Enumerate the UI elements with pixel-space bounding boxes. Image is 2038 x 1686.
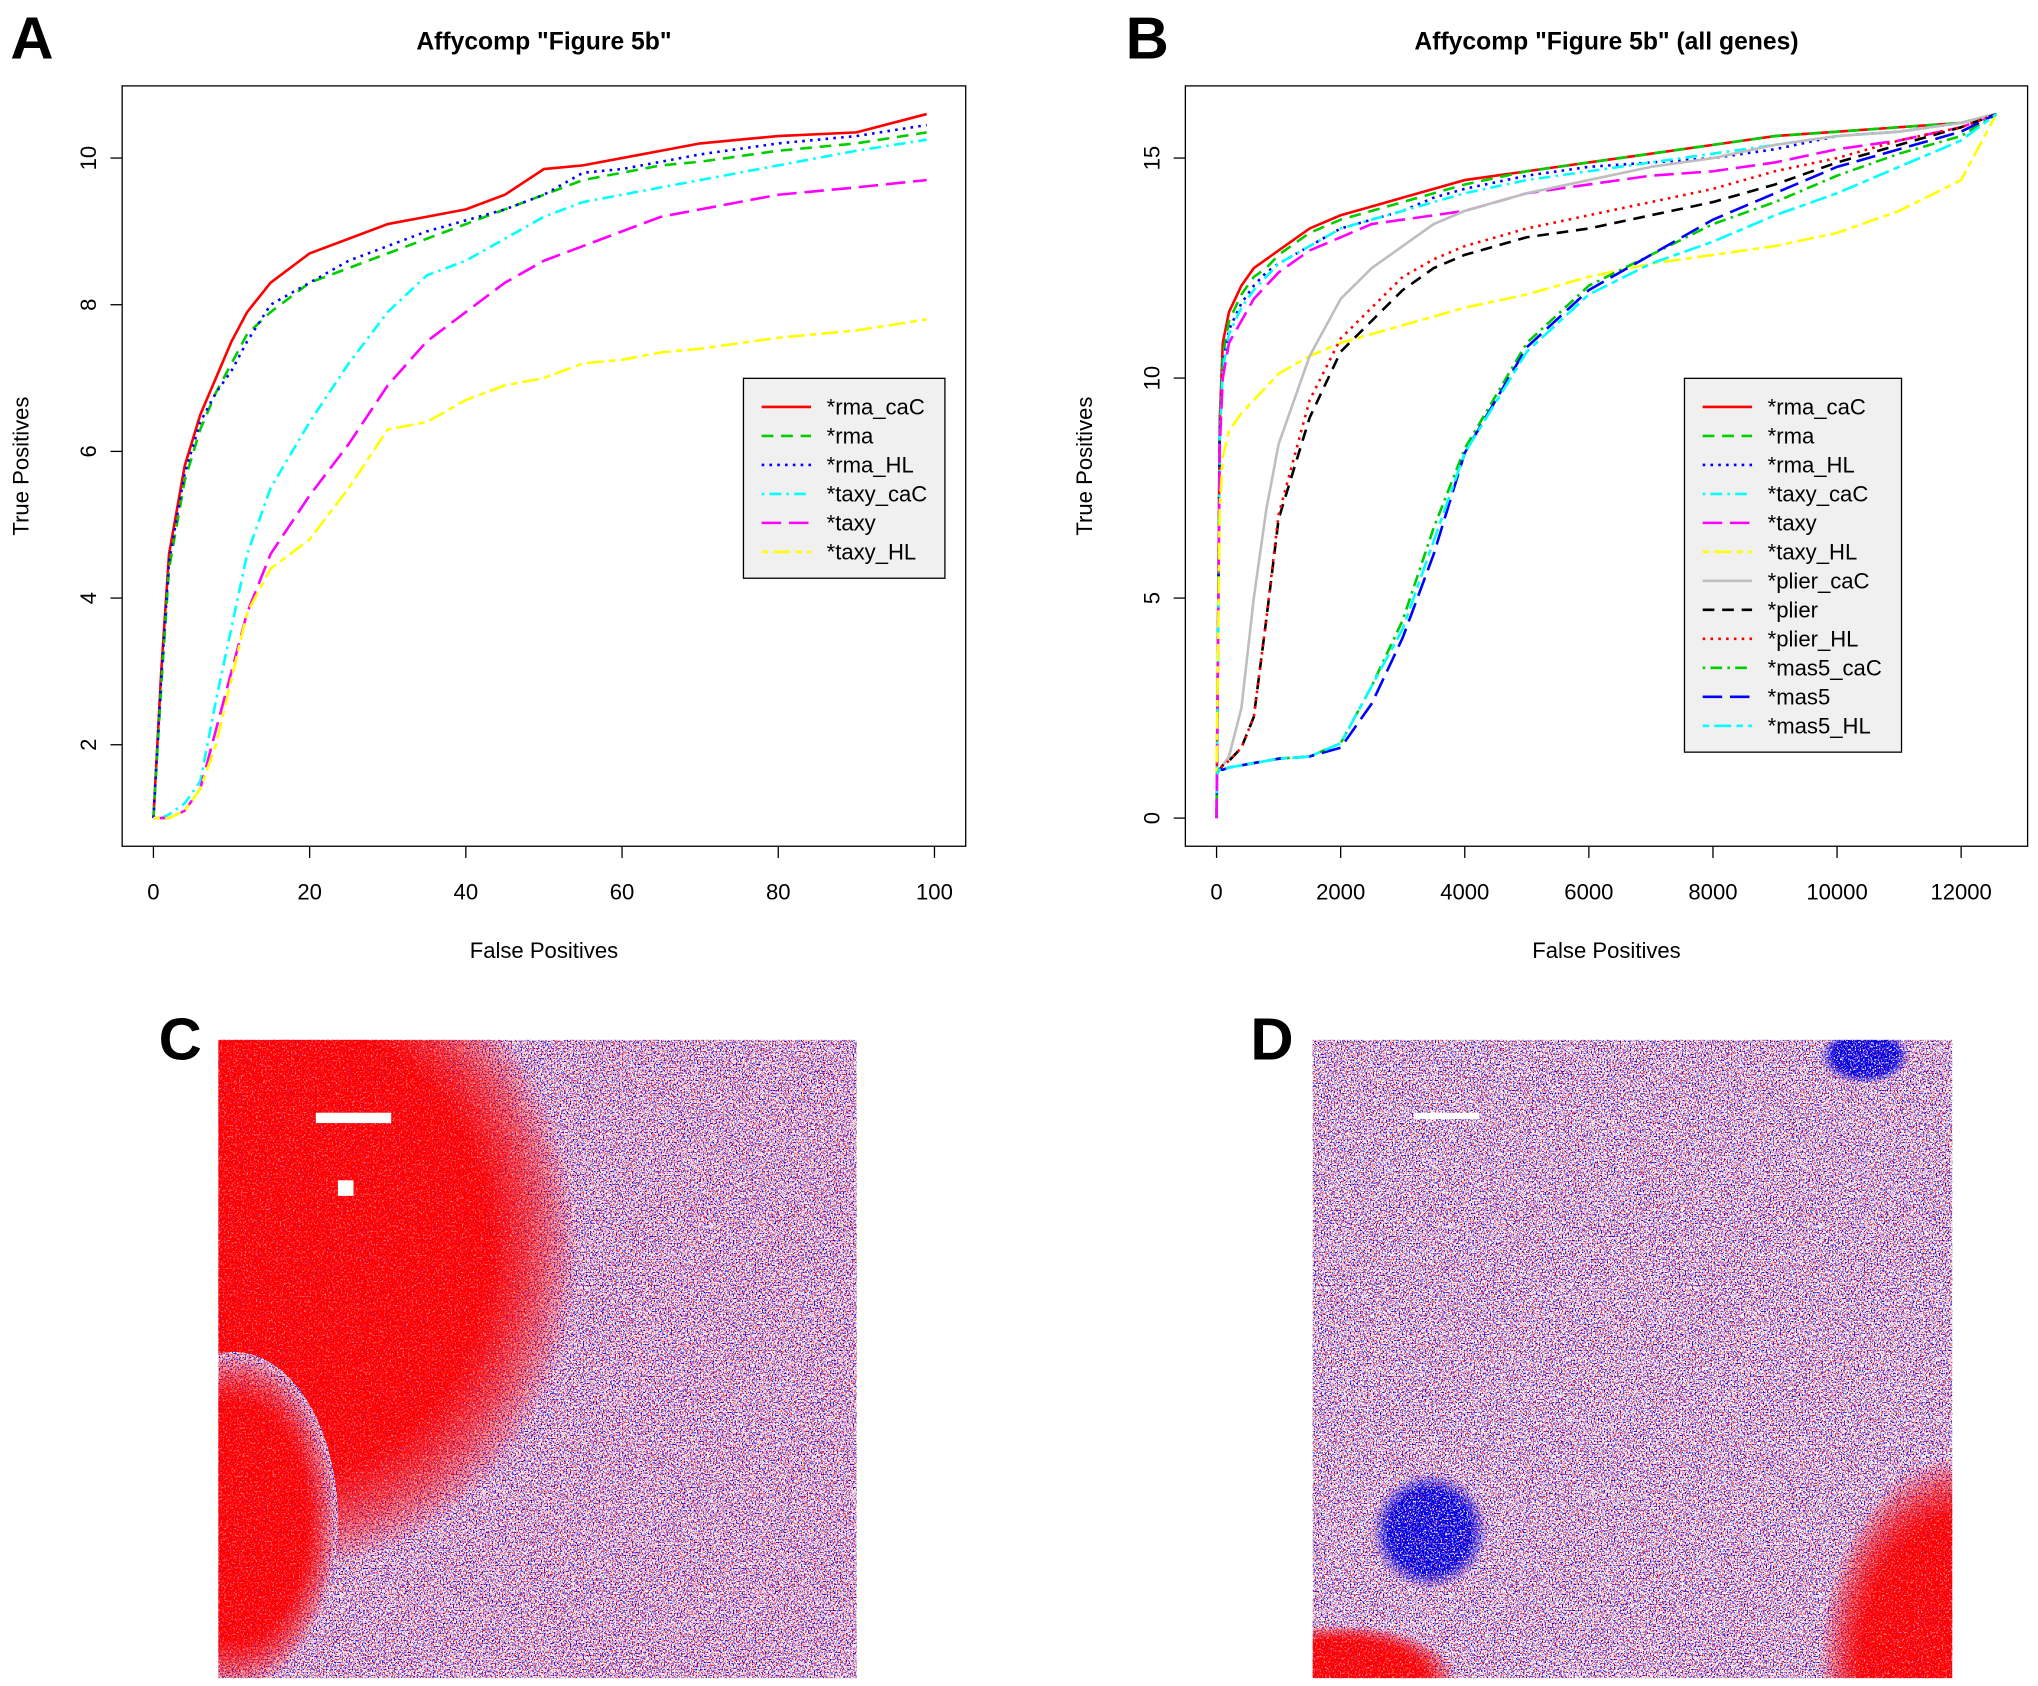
y-tick-label: 6 <box>76 445 101 457</box>
series-line <box>153 318 927 820</box>
legend-label: *taxy <box>827 511 876 536</box>
legend-label: *mas5_HL <box>1768 714 1871 739</box>
y-tick-label: 0 <box>1139 812 1164 824</box>
y-axis-label: True Positives <box>9 397 34 536</box>
legend-label: *plier <box>1768 598 1818 623</box>
x-tick-label: 6000 <box>1564 880 1613 905</box>
legend-label: *rma_HL <box>827 453 914 478</box>
panel-label: D <box>1250 1005 1293 1072</box>
chart-title: Affycomp "Figure 5b" (all genes) <box>1414 29 1798 56</box>
legend-label: *taxy_caC <box>827 482 928 507</box>
legend-label: *rma_HL <box>1768 453 1855 478</box>
y-tick-label: 10 <box>76 146 101 171</box>
x-tick-label: 0 <box>147 880 159 905</box>
x-tick-label: 60 <box>610 880 635 905</box>
series-line <box>153 138 927 820</box>
plot-area <box>152 112 927 820</box>
y-tick-label: 10 <box>1139 366 1164 391</box>
x-tick-label: 8000 <box>1688 880 1737 905</box>
legend-label: *rma_caC <box>1768 395 1866 420</box>
plot-area <box>1215 112 1998 819</box>
x-tick-label: 10000 <box>1806 880 1867 905</box>
x-tick-label: 20 <box>297 880 322 905</box>
plot-frame <box>121 85 967 847</box>
heatmap-c <box>218 1039 857 1679</box>
y-tick-label: 4 <box>76 592 101 604</box>
series-line <box>1215 113 1998 775</box>
panel-label: C <box>159 1005 202 1072</box>
series-line <box>153 178 927 820</box>
series-line <box>1215 112 1997 819</box>
x-axis-label: False Positives <box>470 938 618 963</box>
x-tick-label: 0 <box>1210 880 1222 905</box>
series-line <box>1215 112 1997 819</box>
legend-label: *rma <box>827 424 874 449</box>
legend-box <box>1683 377 1903 753</box>
x-tick-label: 40 <box>454 880 479 905</box>
series-line <box>1215 112 1997 819</box>
y-tick-label: 8 <box>76 299 101 311</box>
plot-frame <box>1184 85 2029 847</box>
legend-label: *mas5_caC <box>1768 656 1882 681</box>
y-tick-label: 5 <box>1139 592 1164 604</box>
x-tick-label: 2000 <box>1316 880 1365 905</box>
series-line <box>152 123 927 819</box>
series-line <box>1215 112 1997 775</box>
series-line <box>152 131 927 819</box>
series-line <box>1215 112 1997 819</box>
legend-label: *taxy_HL <box>1768 540 1858 565</box>
legend-label: *plier_HL <box>1768 627 1859 652</box>
y-tick-label: 15 <box>1139 146 1164 171</box>
heatmap-d <box>1312 1039 1953 1679</box>
series-line <box>1215 112 1997 775</box>
panel-label: B <box>1126 5 1169 72</box>
legend-label: *plier_caC <box>1768 569 1870 594</box>
legend-box <box>742 377 946 579</box>
x-tick-label: 4000 <box>1440 880 1489 905</box>
chart-title: Affycomp "Figure 5b" <box>416 29 671 56</box>
x-axis-label: False Positives <box>1532 938 1680 963</box>
legend-label: *taxy_HL <box>827 540 917 565</box>
legend-label: *mas5 <box>1768 685 1831 710</box>
x-tick-label: 12000 <box>1930 880 1991 905</box>
x-tick-label: 80 <box>766 880 791 905</box>
legend-label: *taxy_caC <box>1768 482 1869 507</box>
legend-label: *rma_caC <box>827 395 925 420</box>
series-line <box>152 112 927 819</box>
series-line <box>1215 112 1997 775</box>
series-line <box>1215 113 1998 775</box>
legend-label: *rma <box>1768 424 1815 449</box>
legend-label: *taxy <box>1768 511 1817 536</box>
x-tick-label: 100 <box>916 880 953 905</box>
y-tick-label: 2 <box>76 739 101 751</box>
panel-label: A <box>10 5 53 72</box>
y-axis-label: True Positives <box>1072 397 1097 536</box>
